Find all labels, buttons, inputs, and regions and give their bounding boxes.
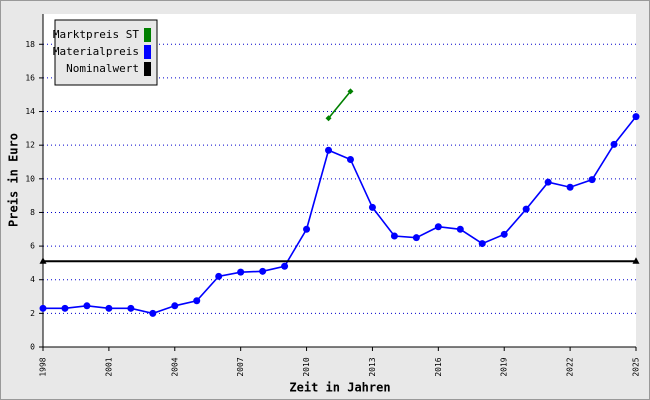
data-point <box>347 88 354 95</box>
y-tick-label: 10 <box>25 174 35 183</box>
x-tick-label: 2025 <box>632 357 641 376</box>
data-point <box>632 113 640 121</box>
data-point <box>237 268 245 276</box>
y-tick-label: 8 <box>30 208 35 217</box>
y-tick-label: 18 <box>25 40 35 49</box>
data-point <box>171 302 179 310</box>
data-point <box>105 304 113 312</box>
data-point <box>368 203 376 211</box>
legend-box <box>54 19 158 86</box>
legend-label: Materialpreis <box>53 45 139 58</box>
data-point <box>544 178 552 186</box>
data-point <box>303 225 311 233</box>
data-point <box>522 205 530 213</box>
data-point <box>456 225 464 233</box>
data-point <box>149 309 157 317</box>
data-point <box>500 230 508 238</box>
y-tick-label: 0 <box>30 343 35 352</box>
x-tick-label: 2019 <box>500 357 509 376</box>
x-tick-label: 2001 <box>104 357 113 376</box>
legend-label: Marktpreis ST <box>53 28 139 41</box>
data-point <box>193 297 201 305</box>
y-tick-label: 14 <box>25 107 35 116</box>
x-tick-label: 1998 <box>39 357 48 376</box>
data-point <box>346 155 354 163</box>
y-axis-title: Preis in Euro <box>7 133 21 227</box>
data-point <box>478 240 486 248</box>
legend-swatch <box>144 28 151 42</box>
data-point <box>325 115 332 122</box>
y-tick-label: 2 <box>30 309 35 318</box>
y-tick-label: 16 <box>25 73 35 82</box>
data-point <box>83 302 91 310</box>
data-point <box>588 176 596 184</box>
legend-swatch <box>144 45 151 59</box>
data-point <box>127 304 135 312</box>
data-point <box>259 267 267 275</box>
legend: Marktpreis ST Materialpreis Nominalwert <box>53 19 158 86</box>
y-tick-label: 12 <box>25 141 35 150</box>
data-point <box>39 257 47 264</box>
data-point <box>39 304 47 312</box>
data-point <box>61 304 69 312</box>
data-point <box>412 234 420 242</box>
data-point <box>632 257 640 264</box>
legend-swatch <box>144 62 151 76</box>
series-line <box>327 90 352 119</box>
data-point <box>215 272 223 280</box>
data-point <box>390 232 398 240</box>
data-point <box>325 146 333 154</box>
x-tick-label: 2022 <box>566 357 575 376</box>
series-line <box>43 116 637 315</box>
y-tick-label: 6 <box>30 242 35 251</box>
y-tick-label: 4 <box>30 275 35 284</box>
legend-label: Nominalwert <box>66 62 139 75</box>
data-point <box>566 183 574 191</box>
x-tick-label: 2004 <box>170 357 179 376</box>
x-tick-label: 2016 <box>434 357 443 376</box>
x-tick-label: 2013 <box>368 357 377 376</box>
data-point <box>610 140 618 148</box>
x-tick-label: 2010 <box>302 357 311 376</box>
data-point <box>434 223 442 231</box>
x-tick-label: 2007 <box>236 357 245 376</box>
x-axis-title: Zeit in Jahren <box>289 381 390 395</box>
data-point <box>281 262 289 270</box>
